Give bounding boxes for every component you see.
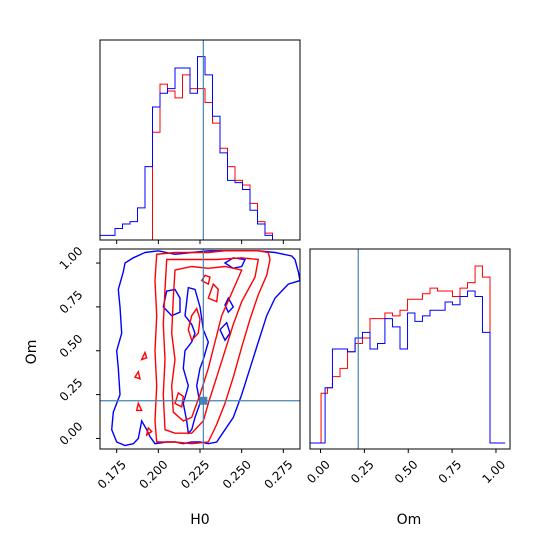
red-contour-line [187, 307, 201, 342]
contour-xtick-label: 0.175 [95, 457, 129, 491]
red-contour-line [133, 370, 141, 380]
h0-hist-red-series [152, 74, 295, 241]
om-histogram-panel: 0.00 0.25 0.50 0.75 1.00 [304, 248, 511, 486]
om-hist-xtick-label: 0.00 [304, 457, 333, 486]
h0-om-contour-panel: 0.175 0.200 0.225 0.250 0.275 0.00 0.25 0.50 0.7… [57, 244, 301, 492]
contour-xtick-label: 0.250 [220, 457, 254, 491]
red-contour-line [162, 257, 260, 434]
contour-ytick-label: 0.25 [57, 375, 86, 404]
om-hist-xtick-label: 0.50 [392, 457, 421, 486]
truth-marker [199, 396, 208, 405]
blue-contour-line [110, 250, 300, 447]
contour-ytick-label: 0.50 [57, 332, 86, 361]
red-contour-line [170, 265, 243, 422]
contour-ytick-label: 0.00 [57, 419, 86, 448]
blue-contour-line [162, 288, 181, 317]
om-hist-red-series [310, 265, 506, 444]
contour-xtick-label: 0.275 [261, 457, 295, 491]
contour-xtick-label: 0.225 [178, 457, 212, 491]
h0-hist-blue-series [100, 56, 295, 241]
y-axis-label-om: Om [24, 340, 40, 365]
om-hist-xtick-label: 1.00 [480, 457, 509, 486]
h0-histogram-panel [99, 39, 301, 244]
contour-ytick-label: 1.00 [57, 244, 86, 273]
blue-contour-line [182, 286, 210, 435]
blue-contour-line [224, 296, 235, 314]
x-axis-label-om: Om [397, 512, 422, 528]
om-hist-xtick-label: 0.75 [436, 457, 465, 486]
h0-hist-frame [99, 39, 301, 241]
red-contour-line [174, 391, 185, 408]
contour-content [100, 249, 300, 449]
red-contour-line [154, 250, 271, 445]
om-hist-xtick-label: 0.25 [348, 457, 377, 486]
contour-ytick-label: 0.75 [57, 288, 86, 317]
x-axis-label-h0: H0 [190, 512, 209, 528]
contour-frame [99, 248, 301, 450]
om-hist-frame [309, 248, 511, 450]
red-contour-line [145, 426, 153, 437]
contour-xtick-label: 0.200 [136, 457, 170, 491]
red-contour-line [140, 350, 148, 361]
red-contour-line [135, 401, 143, 412]
red-contour-line [207, 282, 220, 303]
om-hist-blue-series [310, 290, 506, 444]
